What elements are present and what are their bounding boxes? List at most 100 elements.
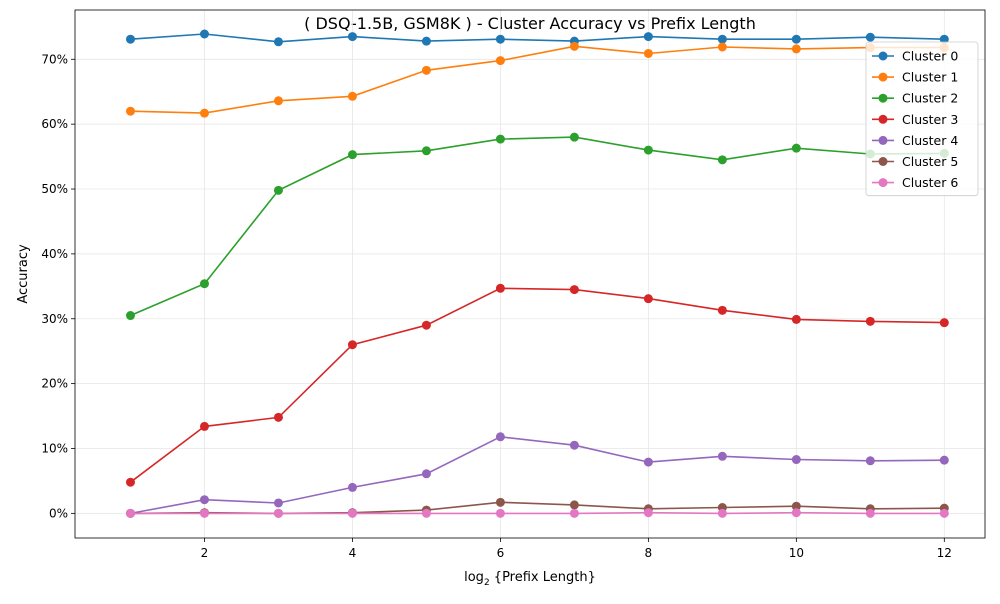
y-tick-label: 20% (41, 377, 68, 391)
legend-label: Cluster 5 (902, 154, 958, 169)
legend-label: Cluster 0 (902, 49, 958, 64)
data-point (495, 34, 505, 44)
data-point (569, 440, 579, 450)
data-point (569, 41, 579, 51)
data-point (421, 508, 431, 518)
data-point (717, 34, 727, 44)
data-point (199, 508, 209, 518)
series-line (130, 287, 945, 483)
y-tick-label: 10% (41, 441, 68, 455)
data-point (569, 508, 579, 518)
data-point (643, 145, 653, 155)
x-tick-label: 6 (497, 546, 505, 560)
series-line (130, 33, 945, 43)
data-point (421, 320, 431, 330)
series-2 (125, 132, 949, 321)
series-lines (125, 29, 949, 518)
series-line (130, 45, 945, 114)
data-point (199, 495, 209, 505)
series-1 (125, 41, 949, 118)
data-point (347, 91, 357, 101)
legend-label: Cluster 1 (902, 70, 958, 85)
y-axis-label: Accuracy (16, 244, 31, 304)
data-point (495, 56, 505, 66)
series-line (130, 511, 945, 515)
data-point (939, 455, 949, 465)
data-point (273, 96, 283, 106)
data-point (125, 34, 135, 44)
data-point (495, 497, 505, 507)
data-point (643, 457, 653, 467)
x-tick-label: 8 (645, 546, 653, 560)
legend-marker (878, 157, 888, 166)
legend-box (865, 41, 979, 197)
data-point (125, 508, 135, 518)
data-point (939, 318, 949, 328)
plot-frame (74, 9, 986, 539)
data-point (791, 44, 801, 54)
data-point (495, 134, 505, 144)
data-point (199, 29, 209, 39)
data-point (569, 132, 579, 142)
data-point (939, 34, 949, 44)
series-6 (125, 508, 949, 518)
legend-label: Cluster 3 (902, 112, 958, 127)
data-point (199, 108, 209, 118)
data-point (717, 305, 727, 315)
data-point (199, 421, 209, 431)
data-point (495, 432, 505, 442)
data-point (421, 469, 431, 479)
data-point (865, 32, 875, 42)
data-point (791, 34, 801, 44)
data-point (421, 146, 431, 156)
data-point (273, 498, 283, 508)
legend-label: Cluster 2 (902, 91, 958, 106)
data-point (347, 482, 357, 492)
data-point (273, 37, 283, 47)
legend-marker (878, 178, 888, 188)
x-axis-label-rest: {Prefix Length} (490, 570, 596, 585)
data-point (347, 32, 357, 42)
data-point (791, 314, 801, 324)
legend-marker (878, 114, 888, 124)
legend: Cluster 0 Cluster 1 Cluster 2 Cluster 3 Clus… (865, 41, 979, 197)
data-point (273, 508, 283, 518)
data-point (569, 285, 579, 295)
data-point (643, 32, 653, 42)
data-point (421, 36, 431, 46)
data-point (791, 501, 801, 511)
data-point (495, 508, 505, 518)
legend-marker (878, 135, 888, 145)
data-point (865, 508, 875, 518)
data-point (717, 155, 727, 165)
data-point (717, 451, 727, 461)
data-point (939, 508, 949, 518)
x-tick-label: 10 (789, 546, 804, 560)
data-point (125, 106, 135, 116)
data-point (125, 477, 135, 487)
data-point (421, 65, 431, 75)
data-point (273, 185, 283, 195)
legend-marker (878, 93, 888, 103)
series-4 (125, 432, 949, 518)
data-point (125, 311, 135, 321)
legend-label: Cluster 6 (902, 175, 958, 190)
y-tick-label: 40% (41, 247, 68, 261)
series-5 (125, 497, 949, 518)
data-point (643, 48, 653, 58)
series-line (130, 136, 945, 317)
data-point (569, 500, 579, 510)
y-tick-label: 60% (41, 117, 68, 131)
x-tick-label: 4 (349, 546, 357, 560)
y-tick-label: 70% (41, 52, 68, 66)
data-point (865, 316, 875, 326)
data-point (865, 456, 875, 466)
y-tick-label: 30% (41, 312, 68, 326)
x-axis-label: log2 {Prefix Length} (464, 570, 596, 588)
series-line (130, 435, 945, 515)
data-point (347, 150, 357, 160)
legend-label: Cluster 4 (902, 133, 958, 148)
series-0 (125, 29, 949, 47)
data-point (717, 42, 727, 52)
